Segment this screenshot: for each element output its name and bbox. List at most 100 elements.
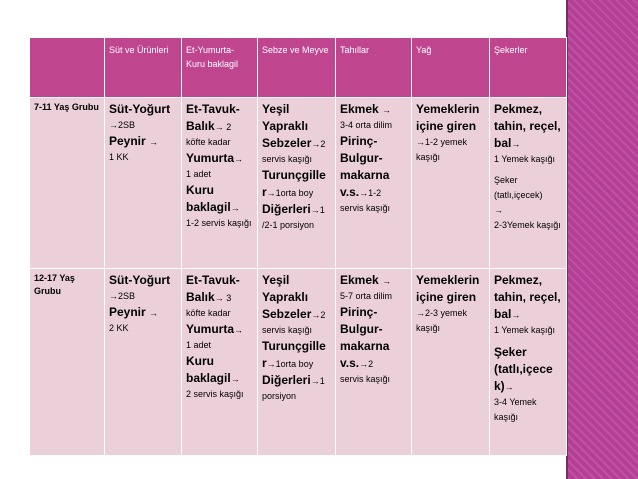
arrow-icon: → — [311, 310, 321, 320]
portion-text: 1orta boy — [275, 359, 314, 369]
arrow-icon: → — [266, 359, 276, 369]
portion-text: 2SB — [118, 291, 136, 301]
food-name: Pirinç-Bulgur-makarna v.s. — [340, 305, 390, 370]
portion-text: 2-3Yemek kaşığı — [494, 220, 561, 230]
food-name: Ekmek — [340, 102, 383, 116]
food-name: Pekmez, tahin, reçel, bal — [494, 102, 561, 150]
header-cell-meat: Et-Yumurta-Kuru baklagil — [181, 37, 258, 98]
portion-text: 3-4 orta dilim — [340, 120, 393, 130]
food-name: Şeker (tatlı,içece k) — [494, 345, 553, 393]
portion-text: servis kaşığı — [340, 374, 391, 384]
food-name: Ekmek — [340, 273, 383, 287]
portion-text: servis kaşığı — [340, 203, 391, 213]
age-group-cell: 12-17 Yaş Grubu — [29, 268, 105, 456]
food-name: Yumurta — [186, 322, 235, 336]
arrow-icon: → — [311, 139, 321, 149]
vegetable-cell: Yeşil Yapraklı Sebzeler→2 servis kaşığı … — [257, 268, 336, 456]
food-name: Diğerleri — [262, 373, 311, 387]
table-row: 12-17 Yaş Grubu Süt-Yoğurt →2SB Peynir →… — [29, 268, 567, 456]
header-cell-vegetables: Sebze ve Meyve — [257, 37, 336, 98]
arrow-icon: → — [511, 310, 521, 320]
arrow-icon: → — [382, 276, 392, 286]
food-name: Yemeklerin içine giren — [416, 102, 480, 133]
food-name: Kuru baklagil — [186, 354, 231, 385]
arrow-icon: → — [310, 376, 320, 386]
arrow-icon: → — [266, 188, 276, 198]
food-name: Et-Tavuk-Balık — [186, 273, 240, 304]
portion-text: 2 — [320, 139, 326, 149]
food-name: Kuru baklagil — [186, 183, 231, 214]
portion-text: 2-3 yemek kaşığı — [416, 308, 468, 333]
food-name: Yeşil Yapraklı Sebzeler — [262, 102, 312, 150]
portion-text: 1-2 yemek kaşığı — [416, 137, 468, 162]
portion-text: köfte kadar — [186, 137, 231, 147]
portion-text: 1 — [319, 205, 325, 215]
food-name: Yumurta — [186, 151, 235, 165]
portion-text: 3 — [223, 293, 232, 303]
food-name: Diğerleri — [262, 202, 311, 216]
arrow-icon: → — [214, 122, 224, 132]
food-name: Pirinç-Bulgur-makarna v.s. — [340, 134, 390, 199]
arrow-icon: → — [359, 188, 369, 198]
portion-text: 3-4 Yemek kaşığı — [494, 397, 537, 422]
arrow-icon: → — [359, 359, 369, 369]
portion-text: köfte kadar — [186, 308, 231, 318]
arrow-icon: → — [382, 105, 392, 115]
portion-text: servis kaşığı — [262, 325, 313, 335]
arrow-icon: → — [230, 203, 240, 213]
portion-text: 2 — [368, 359, 374, 369]
header-cell-fat: Yağ — [411, 37, 490, 98]
meat-cell: Et-Tavuk-Balık→ 2 köfte kadar Yumurta→ 1… — [181, 97, 258, 269]
sidebar-divider — [566, 0, 568, 479]
arrow-icon: → — [234, 325, 244, 335]
arrow-icon: → — [214, 293, 224, 303]
food-name: Yemeklerin içine giren — [416, 273, 480, 304]
vegetable-cell: Yeşil Yapraklı Sebzeler→2 servis kaşığı … — [257, 97, 336, 269]
food-name: Et-Tavuk-Balık — [186, 102, 240, 133]
food-name: Peynir — [109, 134, 150, 148]
arrow-icon: → — [109, 120, 118, 130]
food-name: Turunçgille r — [262, 168, 326, 199]
arrow-icon: → — [416, 137, 425, 147]
portion-text: 2 — [223, 122, 232, 132]
arrow-icon: → — [149, 308, 159, 318]
table-header-row: Süt ve Ürünleri Et-Yumurta-Kuru baklagil… — [29, 37, 567, 98]
portion-text: 1 adet — [186, 340, 212, 350]
dairy-cell: Süt-Yoğurt →2SB Peynir → 2 KK — [104, 268, 182, 456]
arrow-icon: → — [310, 205, 320, 215]
grain-cell: Ekmek → 3-4 orta dilim Pirinç-Bulgur-mak… — [335, 97, 412, 269]
header-cell-empty — [29, 37, 105, 98]
nutrition-table: Süt ve Ürünleri Et-Yumurta-Kuru baklagil… — [29, 37, 567, 456]
portion-text: 2 servis kaşığı — [186, 389, 244, 399]
portion-text: 2SB — [118, 120, 136, 130]
arrow-icon: → — [149, 137, 159, 147]
arrow-icon: → — [109, 291, 118, 301]
sugar-cell: Pekmez, tahin, reçel, bal→ 1 Yemek kaşığ… — [489, 268, 567, 456]
dairy-cell: Süt-Yoğurt →2SB Peynir → 1 KK — [104, 97, 182, 269]
food-name: Pekmez, tahin, reçel, bal — [494, 273, 561, 321]
portion-text: 1 adet — [186, 169, 212, 179]
portion-text: servis kaşığı — [262, 154, 313, 164]
header-cell-dairy: Süt ve Ürünleri — [104, 37, 182, 98]
meat-cell: Et-Tavuk-Balık→ 3 köfte kadar Yumurta→ 1… — [181, 268, 258, 456]
food-name: Süt-Yoğurt — [109, 102, 171, 116]
grain-cell: Ekmek → 5-7 orta dilim Pirinç-Bulgur-mak… — [335, 268, 412, 456]
portion-text: 2 KK — [109, 323, 129, 333]
portion-text: 1 KK — [109, 152, 129, 162]
fat-cell: Yemeklerin içine giren →2-3 yemek kaşığı — [411, 268, 490, 456]
portion-text: 1-2 servis kaşığı — [186, 218, 252, 228]
portion-text: 1 Yemek kaşığı — [494, 154, 556, 164]
food-name: Peynir — [109, 305, 150, 319]
portion-text: 1 Yemek kaşığı — [494, 325, 556, 335]
arrow-icon: → — [504, 382, 514, 392]
header-cell-sugars: Şekerler — [489, 37, 567, 98]
portion-text: 1orta boy — [275, 188, 314, 198]
food-name: Süt-Yoğurt — [109, 273, 171, 287]
header-cell-grains: Tahıllar — [335, 37, 412, 98]
arrow-icon: → — [234, 154, 244, 164]
portion-text: Şeker (tatlı,içecek) — [494, 175, 543, 200]
food-name: Turunçgille r — [262, 339, 326, 370]
portion-text: 5-7 orta dilim — [340, 291, 393, 301]
sugar-cell: Pekmez, tahin, reçel, bal→ 1 Yemek kaşığ… — [489, 97, 567, 269]
arrow-icon: → — [511, 139, 521, 149]
